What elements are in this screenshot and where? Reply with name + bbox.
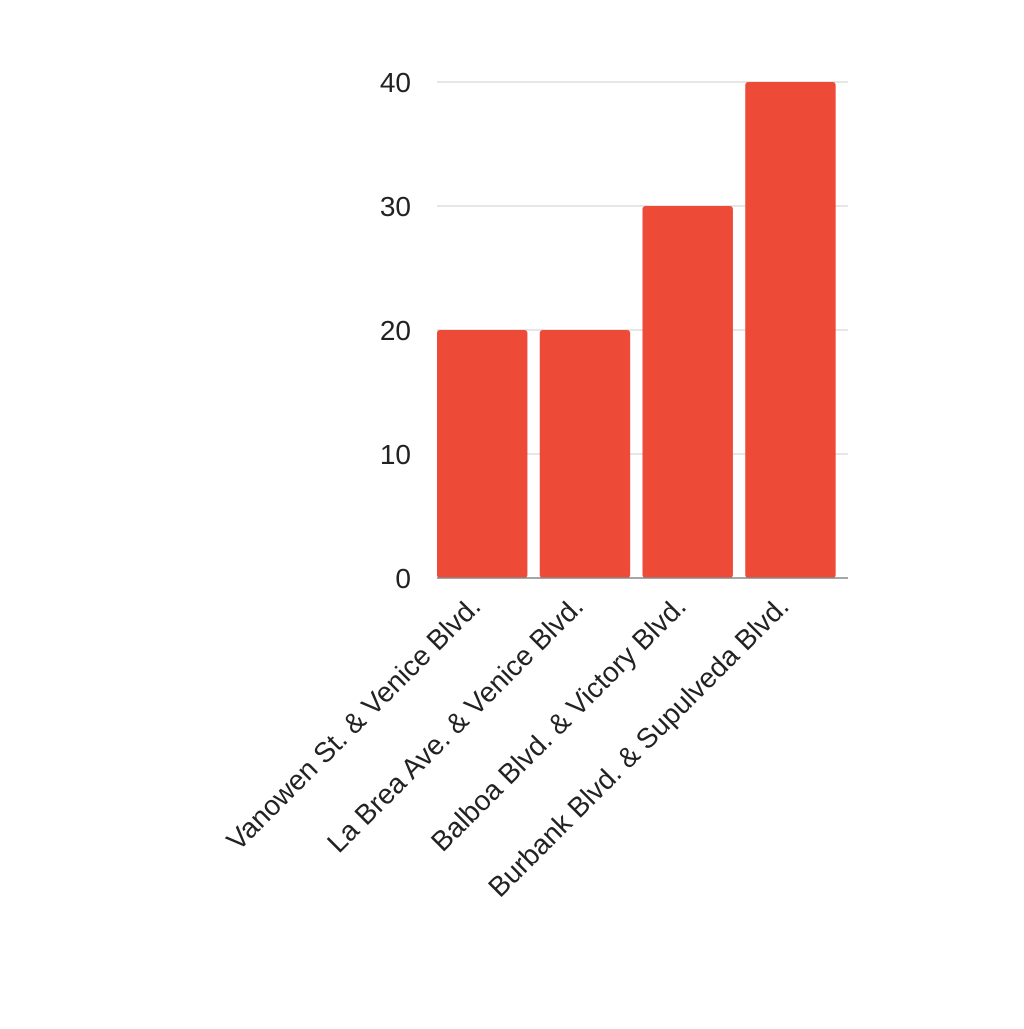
y-axis-tick-labels: 0 10 20 30 40 [380, 67, 411, 594]
bar [437, 330, 528, 578]
y-tick-label: 40 [380, 67, 411, 98]
x-axis-tick-labels: Vanowen St. & Venice Blvd.La Brea Ave. &… [221, 590, 795, 902]
y-tick-label: 30 [380, 191, 411, 222]
y-tick-label: 20 [380, 315, 411, 346]
bar [745, 82, 836, 578]
bar [642, 206, 733, 578]
y-tick-label: 10 [380, 439, 411, 470]
bars [437, 82, 836, 578]
bar [539, 330, 631, 578]
y-tick-label: 0 [395, 563, 411, 594]
